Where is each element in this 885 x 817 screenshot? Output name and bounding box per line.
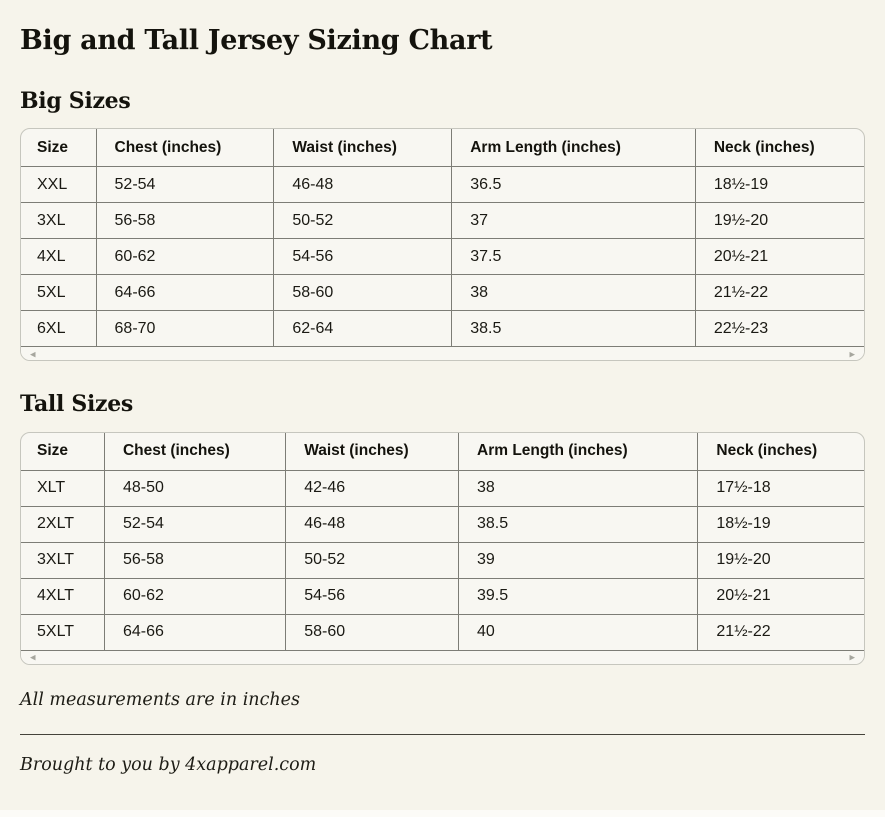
table-cell: 60-62: [96, 238, 275, 276]
scroll-left-icon[interactable]: ◂: [30, 347, 36, 361]
table-cell: 52-54: [96, 166, 275, 204]
table-cell: 37: [451, 202, 696, 240]
table-cell: 38.5: [458, 506, 699, 543]
scroll-left-icon[interactable]: ◂: [30, 650, 36, 664]
table-cell: 20½-21: [697, 578, 864, 615]
table-cell: 39: [458, 542, 699, 579]
table-cell: 20½-21: [695, 238, 864, 276]
column-header: Arm Length (inches): [451, 129, 696, 168]
tall-sizes-heading: Tall Sizes: [20, 391, 134, 418]
table-cell: 4XL: [21, 238, 97, 276]
bottom-strip: [0, 810, 885, 817]
table-cell: 38: [451, 274, 696, 312]
table-row: 2XLT 52-54 46-48 38.5 18½-19: [21, 506, 864, 543]
table-cell: 54-56: [273, 238, 453, 276]
column-header: Size: [21, 129, 97, 168]
column-header: Arm Length (inches): [458, 432, 699, 471]
table-row: 5XL 64-66 58-60 38 21½-22: [21, 274, 864, 312]
table-cell: 58-60: [285, 614, 459, 651]
table-cell: 48-50: [104, 470, 287, 507]
table-cell: 39.5: [458, 578, 699, 615]
table-cell: 38.5: [451, 310, 696, 348]
table-cell: 54-56: [285, 578, 459, 615]
table-cell: 64-66: [96, 274, 275, 312]
page-title: Big and Tall Jersey Sizing Chart: [20, 25, 493, 56]
big-sizes-horizontal-scrollbar[interactable]: ◂ ▸: [21, 347, 864, 361]
big-sizes-table-container: Size Chest (inches) Waist (inches) Arm Leng…: [20, 128, 865, 362]
table-cell: 68-70: [96, 310, 275, 348]
tall-sizes-table-container: Size Chest (inches) Waist (inches) Arm Leng…: [20, 431, 865, 665]
header-row: Size Chest (inches) Waist (inches) Arm Leng…: [21, 129, 864, 168]
table-cell: 6XL: [21, 310, 97, 348]
scroll-right-icon[interactable]: ▸: [849, 347, 855, 361]
table-row: 5XLT 64-66 58-60 40 21½-22: [21, 614, 864, 651]
table-cell: 21½-22: [695, 274, 864, 312]
measurements-note: All measurements are in inches: [20, 689, 300, 710]
table-cell: 4XLT: [21, 578, 105, 615]
tall-sizes-section: Tall Sizes Size Chest (inches) Waist (inch…: [20, 391, 865, 665]
divider: [20, 733, 865, 735]
table-cell: 42-46: [285, 470, 459, 507]
column-header: Waist (inches): [273, 129, 453, 168]
table-cell: 58-60: [273, 274, 453, 312]
big-sizes-section: Big Sizes Size Chest (inches) Waist (inche…: [20, 88, 865, 362]
table-cell: 18½-19: [695, 166, 864, 204]
table-cell: 38: [458, 470, 699, 507]
column-header: Waist (inches): [285, 432, 459, 471]
table-cell: 17½-18: [697, 470, 864, 507]
table-cell: 46-48: [285, 506, 459, 543]
table-cell: XLT: [21, 470, 105, 507]
table-cell: 62-64: [273, 310, 453, 348]
table-cell: 3XL: [21, 202, 97, 240]
table-cell: 50-52: [285, 542, 459, 579]
table-cell: 5XLT: [21, 614, 105, 651]
table-cell: 64-66: [104, 614, 287, 651]
scroll-right-icon[interactable]: ▸: [849, 650, 855, 664]
header-row: Size Chest (inches) Waist (inches) Arm Leng…: [21, 432, 864, 471]
column-header: Size: [21, 432, 105, 471]
table-cell: 46-48: [273, 166, 453, 204]
column-header: Neck (inches): [695, 129, 864, 168]
table-row: XXL 52-54 46-48 36.5 18½-19: [21, 166, 864, 204]
table-cell: 56-58: [104, 542, 287, 579]
big-sizes-heading: Big Sizes: [20, 87, 131, 114]
table-cell: 3XLT: [21, 542, 105, 579]
table-cell: 5XL: [21, 274, 97, 312]
table-cell: 56-58: [96, 202, 275, 240]
table-row: 3XL 56-58 50-52 37 19½-20: [21, 202, 864, 240]
tall-sizes-table: Size Chest (inches) Waist (inches) Arm Leng…: [21, 432, 864, 651]
table-cell: 60-62: [104, 578, 287, 615]
table-cell: 19½-20: [697, 542, 864, 579]
table-cell: 40: [458, 614, 699, 651]
table-row: 6XL 68-70 62-64 38.5 22½-23: [21, 310, 864, 348]
table-row: XLT 48-50 42-46 38 17½-18: [21, 470, 864, 507]
credit-line: Brought to you by 4xapparel.com: [20, 754, 317, 775]
page: Big and Tall Jersey Sizing Chart Big Siz…: [0, 24, 885, 777]
table-cell: 50-52: [273, 202, 453, 240]
big-sizes-table: Size Chest (inches) Waist (inches) Arm Leng…: [21, 129, 864, 348]
table-cell: 36.5: [451, 166, 696, 204]
column-header: Chest (inches): [104, 432, 287, 471]
table-cell: 2XLT: [21, 506, 105, 543]
table-cell: 37.5: [451, 238, 696, 276]
table-cell: 22½-23: [695, 310, 864, 348]
table-row: 3XLT 56-58 50-52 39 19½-20: [21, 542, 864, 579]
table-cell: 21½-22: [697, 614, 864, 651]
tall-sizes-horizontal-scrollbar[interactable]: ◂ ▸: [21, 650, 864, 664]
table-cell: XXL: [21, 166, 97, 204]
table-cell: 18½-19: [697, 506, 864, 543]
table-row: 4XLT 60-62 54-56 39.5 20½-21: [21, 578, 864, 615]
table-cell: 19½-20: [695, 202, 864, 240]
table-row: 4XL 60-62 54-56 37.5 20½-21: [21, 238, 864, 276]
column-header: Chest (inches): [96, 129, 275, 168]
column-header: Neck (inches): [697, 432, 864, 471]
table-cell: 52-54: [104, 506, 287, 543]
